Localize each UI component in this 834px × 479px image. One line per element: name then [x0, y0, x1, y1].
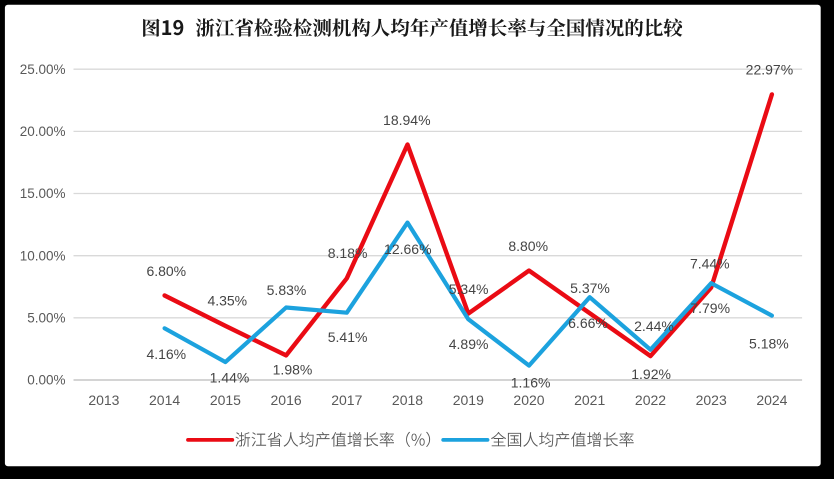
- svg-text:7.79%: 7.79%: [690, 300, 730, 316]
- svg-text:2024: 2024: [756, 392, 787, 408]
- svg-text:2014: 2014: [149, 392, 180, 408]
- svg-text:15.00%: 15.00%: [20, 186, 66, 201]
- svg-text:5.37%: 5.37%: [570, 280, 610, 296]
- svg-text:10.00%: 10.00%: [20, 248, 66, 263]
- svg-text:1.44%: 1.44%: [210, 370, 250, 386]
- svg-text:2019: 2019: [453, 392, 484, 408]
- svg-text:5.34%: 5.34%: [449, 281, 489, 297]
- svg-text:25.00%: 25.00%: [20, 62, 66, 77]
- svg-text:2017: 2017: [331, 392, 362, 408]
- svg-text:6.80%: 6.80%: [146, 263, 186, 279]
- svg-text:2015: 2015: [210, 392, 241, 408]
- svg-text:20.00%: 20.00%: [20, 124, 66, 139]
- svg-text:2021: 2021: [574, 392, 605, 408]
- svg-text:7.44%: 7.44%: [690, 256, 730, 272]
- svg-text:5.41%: 5.41%: [328, 329, 368, 345]
- svg-text:12.66%: 12.66%: [384, 241, 431, 257]
- svg-text:5.00%: 5.00%: [27, 311, 65, 326]
- svg-text:2016: 2016: [271, 392, 302, 408]
- svg-text:4.16%: 4.16%: [146, 346, 186, 362]
- svg-text:8.18%: 8.18%: [328, 245, 368, 261]
- svg-text:1.92%: 1.92%: [631, 366, 671, 382]
- svg-text:1.16%: 1.16%: [511, 374, 551, 390]
- svg-text:8.80%: 8.80%: [508, 238, 548, 254]
- svg-text:18.94%: 18.94%: [383, 112, 430, 128]
- svg-text:4.35%: 4.35%: [207, 293, 247, 309]
- svg-text:2022: 2022: [635, 392, 666, 408]
- svg-text:5.83%: 5.83%: [267, 282, 307, 298]
- svg-text:2013: 2013: [88, 392, 119, 408]
- svg-text:1.98%: 1.98%: [273, 362, 313, 378]
- svg-text:0.00%: 0.00%: [27, 373, 65, 388]
- svg-text:22.97%: 22.97%: [746, 61, 793, 77]
- svg-text:2023: 2023: [696, 392, 727, 408]
- svg-text:6.66%: 6.66%: [568, 315, 608, 331]
- svg-text:2.44%: 2.44%: [634, 318, 674, 334]
- svg-text:2018: 2018: [392, 392, 423, 408]
- svg-text:2020: 2020: [513, 392, 544, 408]
- svg-text:4.89%: 4.89%: [449, 336, 489, 352]
- svg-text:5.18%: 5.18%: [749, 335, 789, 351]
